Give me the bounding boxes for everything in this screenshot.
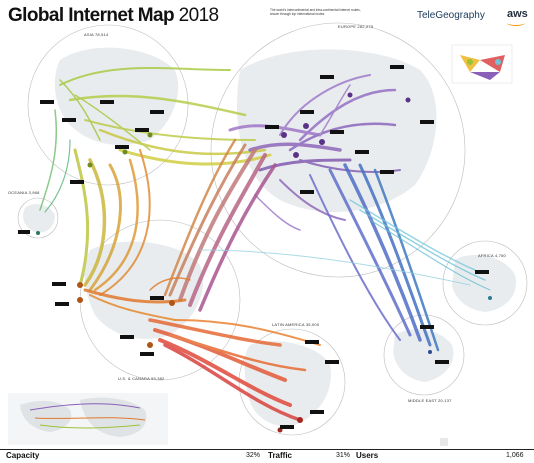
- city-tags: [18, 65, 489, 429]
- node-new-york: [169, 300, 175, 306]
- routes-asia: [39, 67, 272, 296]
- land-masses: [23, 47, 516, 426]
- node-miami: [147, 342, 153, 348]
- title-year: 2018: [178, 5, 219, 26]
- node-paris: [293, 152, 299, 158]
- node-stockholm: [347, 92, 353, 98]
- middle-east-circle: [383, 314, 465, 396]
- footer-stats: Capacity 32% Traffic 31% Users 1,066: [0, 449, 534, 463]
- brand-logo: TeleGeography: [417, 10, 485, 21]
- routes-africa: [199, 199, 491, 291]
- node-dubai: [428, 350, 432, 354]
- node-moscow: [405, 97, 411, 103]
- node-johannesburg: [488, 296, 492, 300]
- title-text: Global Internet Map: [8, 5, 175, 26]
- capacity-label: Capacity: [6, 451, 40, 460]
- asia-circle: [27, 24, 189, 186]
- region-circles: [17, 22, 528, 436]
- oceania-circle: [17, 197, 59, 239]
- page-title: Global Internet Map 2018: [8, 5, 219, 27]
- node-singapore: [87, 162, 93, 168]
- region-label-asia: ASIA 78,514: [84, 32, 109, 37]
- node-sydney: [36, 231, 40, 235]
- africa-circle: [442, 240, 528, 326]
- region-label-us-canada: U.S. & CANADA 95,382: [118, 376, 165, 381]
- node-amsterdam: [303, 123, 309, 129]
- traffic-value: 31%: [336, 452, 351, 459]
- routes-latin-america: [148, 318, 321, 422]
- region-label-africa: AFRICA 4,750: [478, 253, 507, 258]
- region-label-latin-america: LATIN AMERICA 35,000: [272, 322, 320, 327]
- node-london: [281, 132, 287, 138]
- europe-circle: [210, 22, 466, 278]
- partner-logo: aws: [507, 8, 528, 20]
- node-sao-paulo: [297, 417, 303, 423]
- capacity-value: 32%: [246, 452, 261, 459]
- traffic-label: Traffic: [268, 451, 293, 460]
- subtitle: The world's intercontinental and intra-c…: [270, 8, 361, 16]
- node-hong-kong: [122, 149, 128, 155]
- header: Global Internet Map 2018 The world's int…: [0, 0, 534, 32]
- users-value: 1,066: [506, 452, 524, 459]
- inset-world-map: [8, 393, 168, 445]
- city-nodes: [36, 92, 492, 433]
- inset-flow-diagram: [451, 44, 513, 84]
- region-label-middle-east: MIDDLE EAST 20,137: [408, 398, 452, 403]
- node-tokyo: [147, 132, 153, 138]
- region-label-oceania: OCEANIA 3,968: [8, 190, 40, 195]
- node-frankfurt: [319, 139, 325, 145]
- scale-key: [440, 438, 448, 446]
- node-los-angeles: [77, 297, 83, 303]
- region-label-europe: EUROPE 262,275: [338, 24, 374, 29]
- partner-smile-icon: [507, 20, 525, 26]
- node-san-francisco: [77, 282, 83, 288]
- routes-transatlantic: [163, 138, 277, 312]
- users-label: Users: [356, 451, 379, 460]
